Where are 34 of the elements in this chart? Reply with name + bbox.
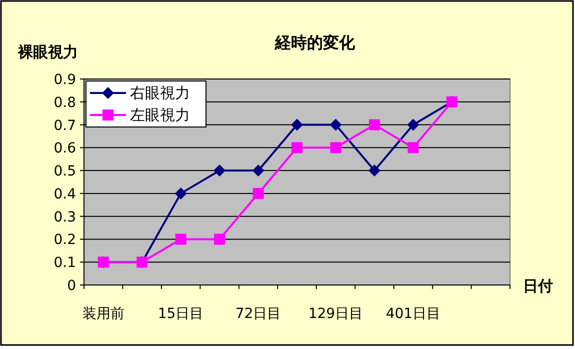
legend-label: 左眼視力 bbox=[130, 106, 190, 124]
y-tick-label: 0.4 bbox=[54, 186, 76, 202]
y-tick-label: 0.1 bbox=[54, 255, 76, 272]
point bbox=[292, 142, 302, 154]
y-tick-label: 0.2 bbox=[54, 232, 76, 248]
y-tick-label: 0.6 bbox=[54, 140, 76, 157]
y-tick-label: 0.5 bbox=[54, 164, 76, 180]
x-tick-label: 72日目 bbox=[235, 306, 282, 322]
y-tick-label: 0.8 bbox=[54, 94, 76, 111]
point bbox=[407, 118, 420, 131]
y-tick-label: 0.3 bbox=[54, 209, 76, 226]
point bbox=[368, 164, 380, 177]
point bbox=[252, 188, 264, 199]
y-tick-label: 0.7 bbox=[54, 118, 76, 134]
point bbox=[252, 164, 264, 177]
point bbox=[368, 119, 380, 130]
y-axis-title: 裸眼視力 bbox=[17, 43, 78, 61]
x-axis-title: 日付 bbox=[523, 277, 553, 295]
x-tick-label: 15日目 bbox=[158, 306, 204, 322]
x-tick-label: 401日目 bbox=[386, 306, 441, 322]
point bbox=[214, 234, 226, 245]
x-tick-label: 129日目 bbox=[308, 306, 364, 322]
point bbox=[291, 118, 303, 131]
point bbox=[174, 187, 187, 200]
chart-title: 経時的変化 bbox=[274, 33, 356, 52]
x-tick-label: 装用前 bbox=[82, 306, 124, 322]
point bbox=[330, 142, 342, 154]
point bbox=[214, 164, 226, 177]
y-tick-label: 0 bbox=[67, 278, 76, 294]
point bbox=[330, 118, 342, 131]
legend-label: 右眼視力 bbox=[130, 84, 190, 102]
y-tick-label: 0.9 bbox=[54, 72, 76, 88]
point bbox=[408, 142, 419, 154]
point bbox=[175, 234, 186, 245]
